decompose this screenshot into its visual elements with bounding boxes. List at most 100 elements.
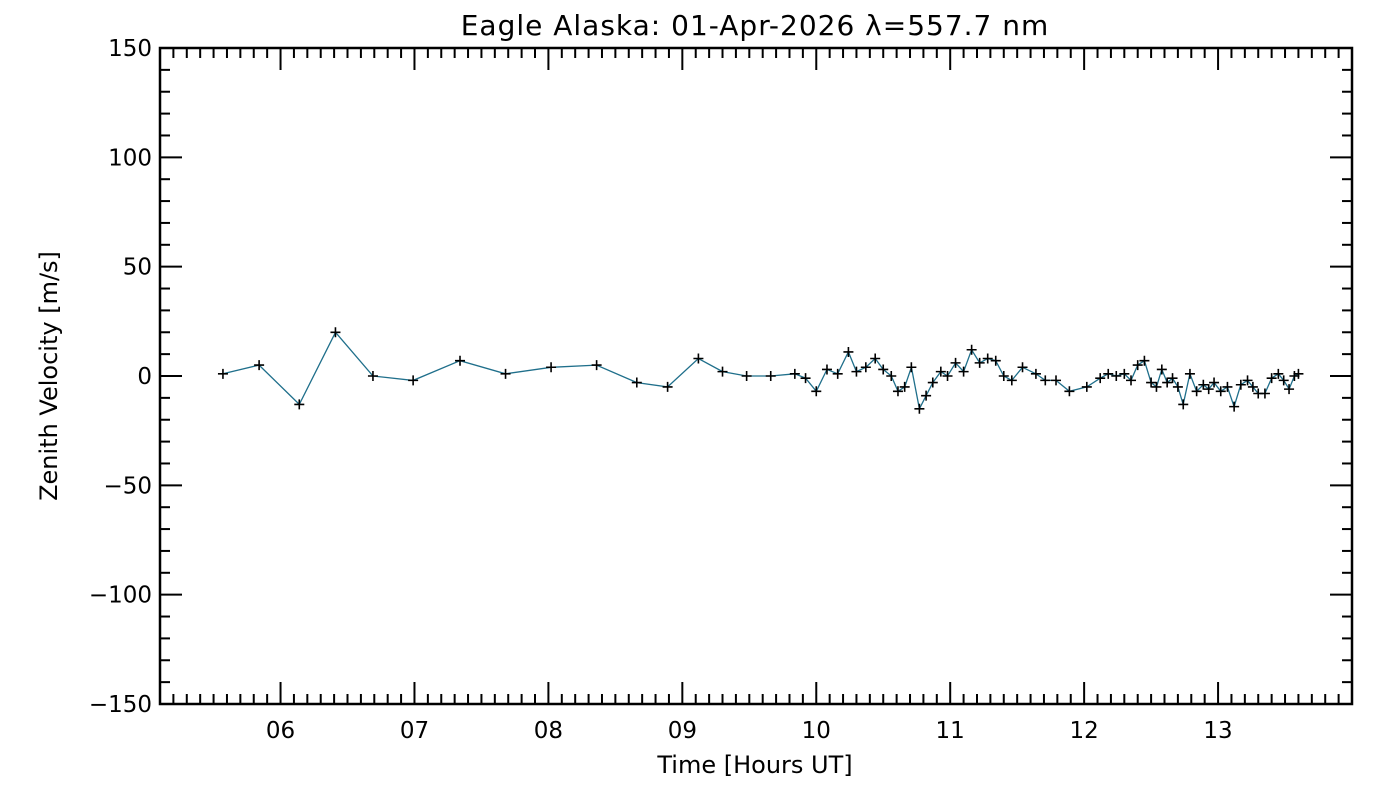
data-point	[662, 381, 673, 392]
data-point	[1178, 399, 1189, 410]
data-point	[914, 403, 925, 414]
data-point	[1203, 384, 1214, 395]
data-point	[1132, 360, 1143, 371]
data-point	[899, 381, 910, 392]
data-point	[1119, 368, 1130, 379]
data-point	[1111, 371, 1122, 381]
data-point	[1273, 368, 1284, 379]
x-tick-label: 11	[936, 718, 965, 744]
data-point	[966, 344, 977, 355]
data-point	[1184, 368, 1195, 379]
data-point	[1235, 379, 1246, 390]
data-point	[1006, 375, 1017, 386]
data-point	[1030, 368, 1041, 379]
data-point	[998, 371, 1009, 381]
axis-ticks	[159, 47, 1352, 705]
data-point	[1040, 375, 1051, 386]
data-point	[1017, 362, 1028, 373]
data-point	[217, 368, 228, 379]
data-point	[1215, 386, 1226, 397]
data-point	[1259, 388, 1270, 399]
data-point	[821, 364, 832, 375]
x-tick-label: 08	[534, 718, 563, 744]
x-tick-label: 06	[266, 718, 295, 744]
data-point	[1146, 377, 1157, 388]
y-tick-label: −50	[103, 473, 152, 499]
data-point	[1242, 375, 1253, 386]
y-axis-label: Zenith Velocity [m/s]	[35, 251, 63, 501]
y-tick-label: 0	[137, 364, 152, 390]
chart-title: Eagle Alaska: 01-Apr-2026 λ=557.7 nm	[461, 9, 1050, 42]
data-point	[832, 368, 843, 379]
data-point	[631, 377, 642, 388]
data-point	[789, 368, 800, 379]
data-point	[851, 366, 862, 377]
tick-labels: 06 07 08 09 10 11 12 13 −150 −100 −50 0 50 100 150	[89, 36, 1233, 744]
data-point	[921, 390, 932, 401]
data-point	[1293, 368, 1304, 379]
data-point	[1095, 373, 1106, 384]
data-point	[294, 399, 305, 410]
data-point	[500, 368, 511, 379]
data-point	[367, 371, 378, 381]
data-point	[1156, 364, 1167, 375]
data-point	[860, 362, 871, 373]
data-point	[1284, 384, 1295, 395]
x-tick-label: 10	[802, 718, 831, 744]
data-point	[990, 355, 1001, 366]
data-point	[1198, 379, 1209, 390]
data-point	[546, 362, 557, 373]
data-point	[1229, 401, 1240, 412]
data-point	[1051, 375, 1062, 386]
data-point	[455, 355, 466, 366]
data-point	[254, 360, 265, 371]
data-point	[892, 386, 903, 397]
x-tick-label: 12	[1069, 718, 1098, 744]
data-point	[974, 357, 985, 368]
data-point	[408, 375, 419, 386]
data-point	[1191, 386, 1202, 397]
x-tick-label: 09	[668, 718, 697, 744]
x-tick-label: 07	[400, 718, 429, 744]
x-axis-label: Time [Hours UT]	[656, 751, 852, 779]
data-point	[1266, 373, 1277, 384]
data-point	[982, 353, 993, 364]
y-tick-label: −150	[89, 692, 152, 718]
data-point	[1162, 377, 1173, 388]
data-point	[1103, 368, 1114, 379]
data-point	[886, 371, 897, 381]
data-point	[765, 371, 776, 381]
data-point	[927, 377, 938, 388]
data-point	[1126, 375, 1137, 386]
data-point	[1222, 381, 1233, 392]
data-point	[741, 371, 752, 381]
plot-frame	[158, 46, 1354, 706]
data-series	[217, 327, 1304, 414]
data-point	[800, 373, 811, 384]
series-line	[222, 331, 1299, 411]
data-point	[906, 362, 917, 373]
data-point	[1209, 377, 1220, 388]
y-tick-label: 150	[108, 36, 152, 62]
data-point	[811, 386, 822, 397]
y-tick-label: −100	[89, 583, 152, 609]
data-point	[1064, 386, 1075, 397]
data-point	[935, 366, 946, 377]
data-point	[330, 327, 341, 338]
data-point	[1139, 355, 1150, 366]
x-tick-label: 13	[1203, 718, 1232, 744]
data-point	[693, 353, 704, 364]
data-point	[1081, 381, 1092, 392]
data-point	[958, 366, 969, 377]
data-point	[942, 371, 953, 381]
data-point	[591, 360, 602, 371]
data-point	[950, 357, 961, 368]
data-point	[878, 364, 889, 375]
data-point	[1167, 373, 1178, 384]
data-point	[717, 366, 728, 377]
data-point	[1172, 381, 1183, 392]
data-point	[1151, 381, 1162, 392]
data-point	[870, 353, 881, 364]
y-tick-label: 100	[108, 145, 152, 171]
